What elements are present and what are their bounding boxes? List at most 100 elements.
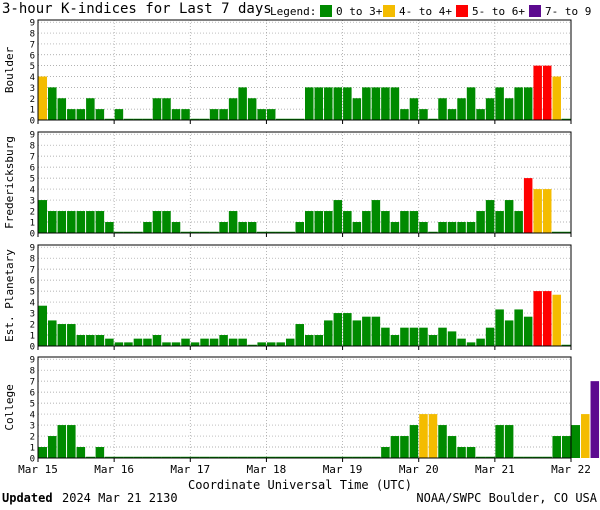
panel-label: College [3,384,16,430]
bar [409,211,419,233]
legend-swatch-2 [456,5,468,17]
bar [295,222,304,233]
y-tick-label: 4 [30,73,35,83]
y-tick-label: 2 [30,95,35,105]
y-tick-label: 4 [30,411,35,421]
bar [76,447,86,458]
bar [419,222,428,233]
bar [95,447,105,458]
bar [447,436,457,458]
bar [114,342,124,346]
bar [457,447,466,458]
bar [48,436,57,458]
bar [371,200,381,233]
bar [523,178,533,233]
bar [324,211,333,233]
legend-swatch-1 [383,5,395,17]
bar [447,222,457,233]
bar [581,414,590,458]
bar [333,200,343,233]
bar [485,200,495,233]
legend-swatch-3 [529,5,541,17]
bar [552,76,561,120]
y-tick-label: 1 [30,219,35,229]
y-tick-label: 9 [30,131,35,141]
legend-label-2: 5- to 6+ [472,5,525,18]
panel-label: Est. Planetary [3,249,16,342]
bar [485,327,495,346]
bar [219,335,228,346]
bar [266,342,276,346]
bar [67,211,76,233]
bar [409,425,419,458]
bar [171,222,181,233]
bar [381,327,390,346]
bar [162,342,171,346]
bar [571,425,581,458]
bar [371,87,381,120]
panel-label: Fredericksburg [3,136,16,229]
bar [276,342,285,346]
x-tick-label: Mar 22 [551,463,591,476]
bar [438,222,447,233]
bar [381,211,390,233]
bar [238,87,247,120]
bar [542,189,552,233]
bar [143,222,152,233]
bar [86,98,95,120]
y-tick-label: 0 [30,343,35,353]
bar [352,222,362,233]
y-tick-label: 8 [30,142,35,152]
legend-label-1: 4- to 4+ [399,5,452,18]
bar [95,335,105,346]
bar [504,425,514,458]
bar [390,436,400,458]
y-tick-label: 6 [30,164,35,174]
y-tick-label: 4 [30,299,35,309]
bar [228,338,238,346]
bar [352,320,362,346]
bar [266,109,276,120]
bar [495,309,504,346]
y-tick-label: 1 [30,106,35,116]
bar [228,211,238,233]
bar [552,294,561,346]
bar [105,222,114,233]
bar [333,313,343,346]
bar [219,222,228,233]
bar [438,425,447,458]
bar [314,335,324,346]
bar [419,327,428,346]
bar [305,87,314,120]
bar [514,211,523,233]
y-tick-label: 0 [30,230,35,240]
bar [466,342,476,346]
bar [523,87,533,120]
bar [86,211,95,233]
y-tick-label: 8 [30,255,35,265]
bar [504,200,514,233]
bar [76,335,86,346]
y-tick-label: 5 [30,62,35,72]
bar [533,291,542,346]
y-tick-label: 7 [30,40,35,50]
bar [162,98,171,120]
bar [38,305,48,346]
y-tick-label: 5 [30,400,35,410]
bar [247,98,257,120]
bar [295,324,304,346]
bar [143,338,152,346]
legend-title: Legend: [270,5,316,18]
y-tick-label: 9 [30,19,35,29]
y-tick-label: 3 [30,197,35,207]
panel-frame [37,19,572,121]
bar [533,189,542,233]
panel-frame [37,356,572,459]
y-tick-label: 5 [30,175,35,185]
bar [457,98,466,120]
bar [238,222,247,233]
bar [371,316,381,346]
y-tick-label: 9 [30,244,35,254]
bar [324,320,333,346]
